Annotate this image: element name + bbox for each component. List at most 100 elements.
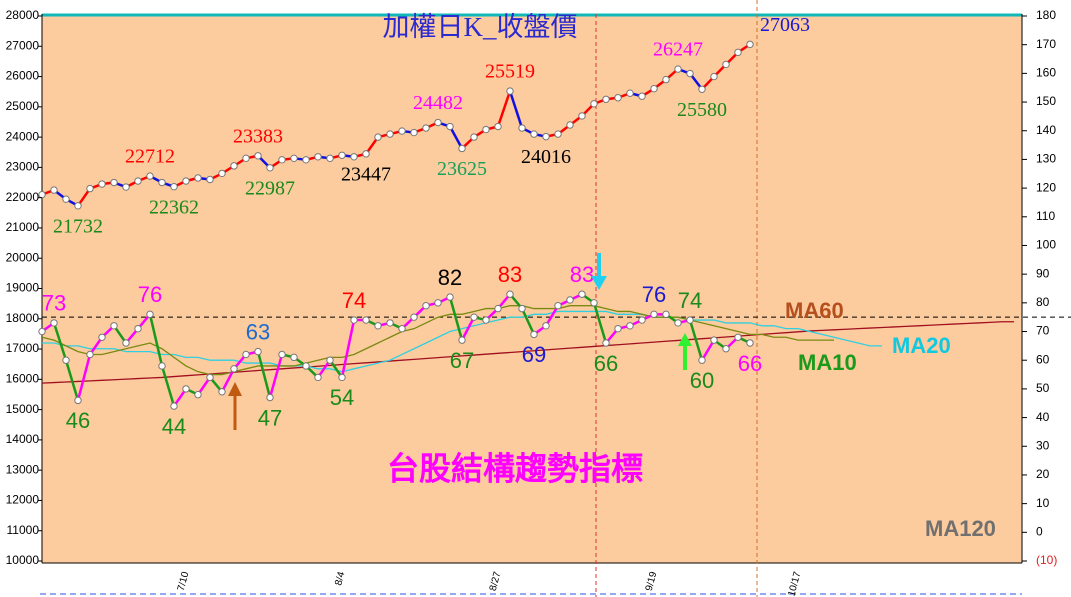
- line-segment: [256, 350, 272, 399]
- data-point: [350, 316, 358, 324]
- data-point: [614, 94, 622, 102]
- line-segment: [700, 338, 716, 362]
- annotation: MA120: [925, 516, 996, 541]
- data-point: [458, 336, 466, 344]
- data-point: [554, 302, 562, 310]
- data-point: [542, 322, 550, 330]
- data-point: [122, 339, 130, 347]
- data-point: [578, 290, 586, 298]
- x-tick-label: 8/27: [488, 570, 504, 592]
- data-point: [362, 150, 370, 158]
- data-point: [254, 152, 262, 160]
- data-point: [566, 121, 574, 129]
- data-point: [110, 322, 118, 330]
- data-point: [446, 293, 454, 301]
- data-point: [398, 127, 406, 135]
- data-point: [62, 195, 70, 203]
- value-label: 22712: [125, 146, 175, 168]
- value-label: 73: [42, 291, 66, 316]
- y2-tick-label: 60: [1036, 352, 1050, 366]
- data-point: [374, 133, 382, 141]
- value-label: 60: [690, 368, 714, 393]
- line-segment: [496, 89, 512, 128]
- value-label: 66: [738, 351, 762, 376]
- data-point: [470, 133, 478, 141]
- data-point: [146, 310, 154, 319]
- data-point: [110, 178, 118, 187]
- line-segment: [340, 318, 356, 379]
- plot-area: [42, 14, 1022, 563]
- y2-tick-label: 80: [1036, 295, 1050, 309]
- data-point: [518, 304, 526, 313]
- y-tick-label: 22000: [6, 190, 40, 204]
- data-point: [38, 327, 46, 336]
- data-point: [410, 128, 418, 137]
- data-point: [746, 339, 754, 347]
- data-point: [638, 92, 646, 100]
- data-point: [302, 156, 310, 164]
- plot: 21732 22712 22362 23383 22987 23447 24482 23625…: [38, 14, 1071, 439]
- y-tick-label: 17000: [6, 341, 40, 355]
- arrow: [591, 253, 607, 290]
- data-point: [494, 122, 502, 131]
- y2-tick-label: 170: [1036, 37, 1056, 51]
- y-tick-label: 20000: [6, 250, 40, 264]
- data-point: [734, 333, 742, 341]
- data-point: [326, 154, 334, 163]
- y-tick-label: 18000: [6, 311, 40, 325]
- y2-tick-label: (10): [1036, 553, 1057, 567]
- data-point: [638, 316, 646, 324]
- data-point: [74, 202, 82, 210]
- y2-tick-label: 150: [1036, 94, 1056, 108]
- line-segment: [448, 295, 464, 342]
- data-point: [422, 124, 430, 132]
- data-point: [674, 319, 682, 327]
- y2-tick-label: 110: [1036, 209, 1055, 223]
- data-point: [398, 324, 406, 333]
- data-point: [566, 296, 574, 304]
- data-point: [602, 95, 610, 103]
- data-point: [614, 324, 622, 333]
- data-point: [146, 172, 154, 180]
- y2-tick-label: 30: [1036, 438, 1050, 452]
- data-point: [530, 130, 538, 138]
- line-segment: [52, 321, 68, 362]
- data-point: [194, 174, 202, 182]
- data-point: [158, 362, 166, 370]
- line-segment: [592, 301, 608, 345]
- value-label: 76: [138, 282, 162, 307]
- value-label: 54: [330, 385, 354, 410]
- y-tick-label: 15000: [6, 402, 40, 416]
- data-point: [686, 316, 694, 324]
- x-tick-label: 7/10: [176, 570, 192, 592]
- data-point: [542, 132, 550, 141]
- value-label: 22987: [245, 177, 295, 199]
- data-point: [650, 84, 658, 93]
- data-point: [302, 362, 310, 370]
- y-tick-label: 10000: [6, 553, 40, 567]
- data-point: [506, 290, 514, 298]
- value-label: 76: [642, 282, 666, 307]
- data-point: [530, 330, 538, 339]
- value-label: 25519: [485, 61, 535, 83]
- data-point: [194, 390, 202, 399]
- value-label: 44: [162, 414, 186, 439]
- value-label: 23625: [437, 158, 487, 180]
- x-tick-label: 9/19: [644, 570, 660, 592]
- value-label: 23447: [341, 163, 391, 185]
- data-point: [62, 356, 70, 364]
- line-segment: [64, 358, 80, 402]
- data-point: [50, 319, 58, 327]
- data-point: [266, 164, 274, 172]
- line-segment: [460, 315, 476, 342]
- data-point: [158, 178, 166, 187]
- ma-line: [42, 310, 882, 373]
- data-point: [170, 402, 178, 410]
- data-point: [650, 310, 658, 319]
- y2-tick-label: 10: [1036, 496, 1050, 510]
- data-point: [590, 100, 598, 108]
- line-segment: [268, 353, 284, 399]
- data-point: [374, 322, 382, 330]
- data-point: [50, 186, 58, 194]
